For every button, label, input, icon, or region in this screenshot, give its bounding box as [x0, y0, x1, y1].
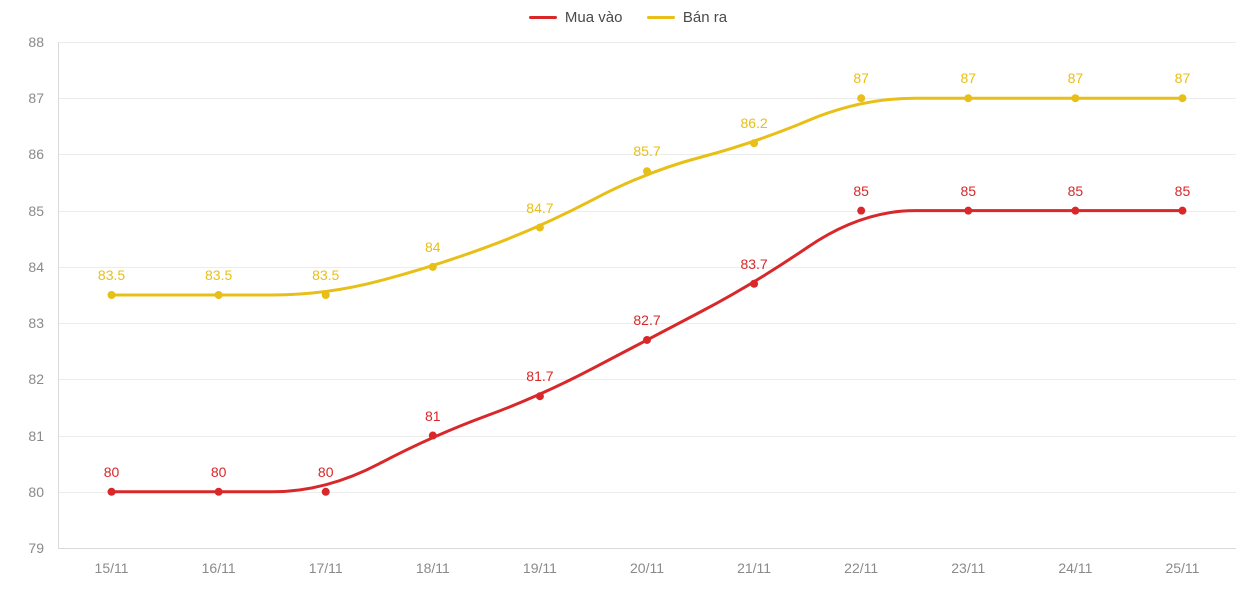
- series-point-mua_vao: [108, 488, 116, 496]
- data-label-mua_vao: 81.7: [526, 368, 553, 384]
- series-point-ban_ra: [964, 94, 972, 102]
- data-label-mua_vao: 85: [960, 183, 976, 199]
- data-label-ban_ra: 83.5: [205, 267, 232, 283]
- data-label-ban_ra: 87: [853, 70, 869, 86]
- series-point-mua_vao: [215, 488, 223, 496]
- series-point-mua_vao: [536, 392, 544, 400]
- data-label-mua_vao: 85: [853, 183, 869, 199]
- series-point-ban_ra: [750, 139, 758, 147]
- data-label-mua_vao: 80: [104, 464, 120, 480]
- data-label-ban_ra: 83.5: [312, 267, 339, 283]
- data-label-ban_ra: 87: [1175, 70, 1191, 86]
- data-label-ban_ra: 84: [425, 239, 441, 255]
- series-point-ban_ra: [857, 94, 865, 102]
- series-point-mua_vao: [643, 336, 651, 344]
- data-label-mua_vao: 85: [1068, 183, 1084, 199]
- series-point-ban_ra: [215, 291, 223, 299]
- data-label-mua_vao: 85: [1175, 183, 1191, 199]
- series-point-mua_vao: [1178, 207, 1186, 215]
- data-label-ban_ra: 83.5: [98, 267, 125, 283]
- series-line-ban_ra: [112, 98, 1183, 295]
- series-point-mua_vao: [1071, 207, 1079, 215]
- data-label-ban_ra: 87: [1068, 70, 1084, 86]
- series-point-ban_ra: [108, 291, 116, 299]
- series-point-mua_vao: [429, 432, 437, 440]
- series-line-mua_vao: [112, 211, 1183, 492]
- series-point-ban_ra: [536, 224, 544, 232]
- plot-area: [0, 0, 1256, 591]
- series-point-ban_ra: [322, 291, 330, 299]
- data-label-mua_vao: 82.7: [633, 312, 660, 328]
- series-point-mua_vao: [322, 488, 330, 496]
- series-point-mua_vao: [964, 207, 972, 215]
- data-label-ban_ra: 86.2: [740, 115, 767, 131]
- chart-container: Mua vào Bán ra 79808182838485868788 15/1…: [0, 0, 1256, 591]
- series-point-ban_ra: [643, 167, 651, 175]
- data-label-mua_vao: 83.7: [740, 256, 767, 272]
- data-label-ban_ra: 85.7: [633, 143, 660, 159]
- series-point-mua_vao: [857, 207, 865, 215]
- data-label-mua_vao: 80: [211, 464, 227, 480]
- series-point-mua_vao: [750, 280, 758, 288]
- data-label-mua_vao: 81: [425, 408, 441, 424]
- data-label-ban_ra: 84.7: [526, 200, 553, 216]
- data-label-ban_ra: 87: [960, 70, 976, 86]
- data-label-mua_vao: 80: [318, 464, 334, 480]
- series-point-ban_ra: [1071, 94, 1079, 102]
- series-point-ban_ra: [429, 263, 437, 271]
- series-point-ban_ra: [1178, 94, 1186, 102]
